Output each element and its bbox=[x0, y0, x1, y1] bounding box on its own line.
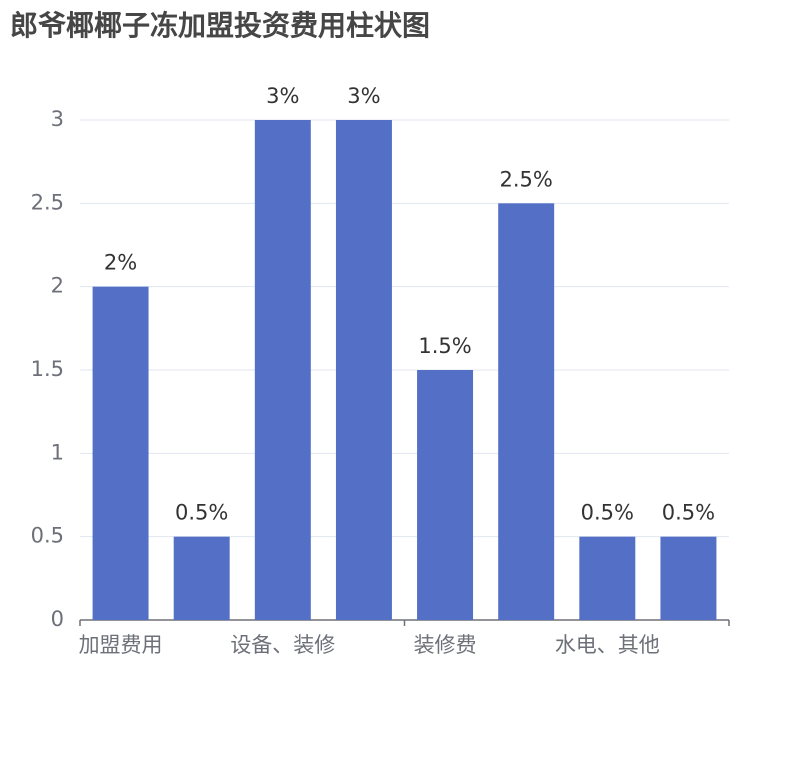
bar bbox=[660, 536, 717, 620]
bar bbox=[498, 203, 555, 621]
y-tick-label: 3 bbox=[51, 107, 64, 131]
bar bbox=[254, 120, 311, 620]
bar bbox=[92, 286, 149, 620]
value-label: 3% bbox=[347, 84, 380, 108]
value-label: 2.5% bbox=[500, 167, 553, 191]
bar bbox=[579, 536, 636, 620]
y-tick-label: 1.5 bbox=[31, 357, 64, 381]
bar bbox=[417, 370, 474, 620]
x-tick-label: 设备、装修 bbox=[230, 633, 335, 657]
chart-title: 郎爷椰椰子冻加盟投资费用柱状图 bbox=[10, 9, 430, 42]
x-tick-label: 装修费 bbox=[414, 633, 477, 657]
value-label: 2% bbox=[104, 251, 137, 275]
value-label: 0.5% bbox=[175, 501, 228, 525]
y-tick-label: 1 bbox=[51, 440, 64, 464]
y-tick-label: 2 bbox=[51, 274, 64, 298]
y-tick-label: 2.5 bbox=[31, 190, 64, 214]
y-tick-label: 0 bbox=[51, 607, 64, 631]
value-label: 1.5% bbox=[418, 334, 471, 358]
y-tick-label: 0.5 bbox=[31, 524, 64, 548]
x-tick-label: 水电、其他 bbox=[555, 633, 660, 657]
bar bbox=[173, 536, 230, 620]
value-label: 0.5% bbox=[662, 501, 715, 525]
value-label: 0.5% bbox=[581, 501, 634, 525]
value-label: 3% bbox=[266, 84, 299, 108]
bar bbox=[335, 120, 392, 620]
x-tick-label: 加盟费用 bbox=[79, 633, 163, 657]
